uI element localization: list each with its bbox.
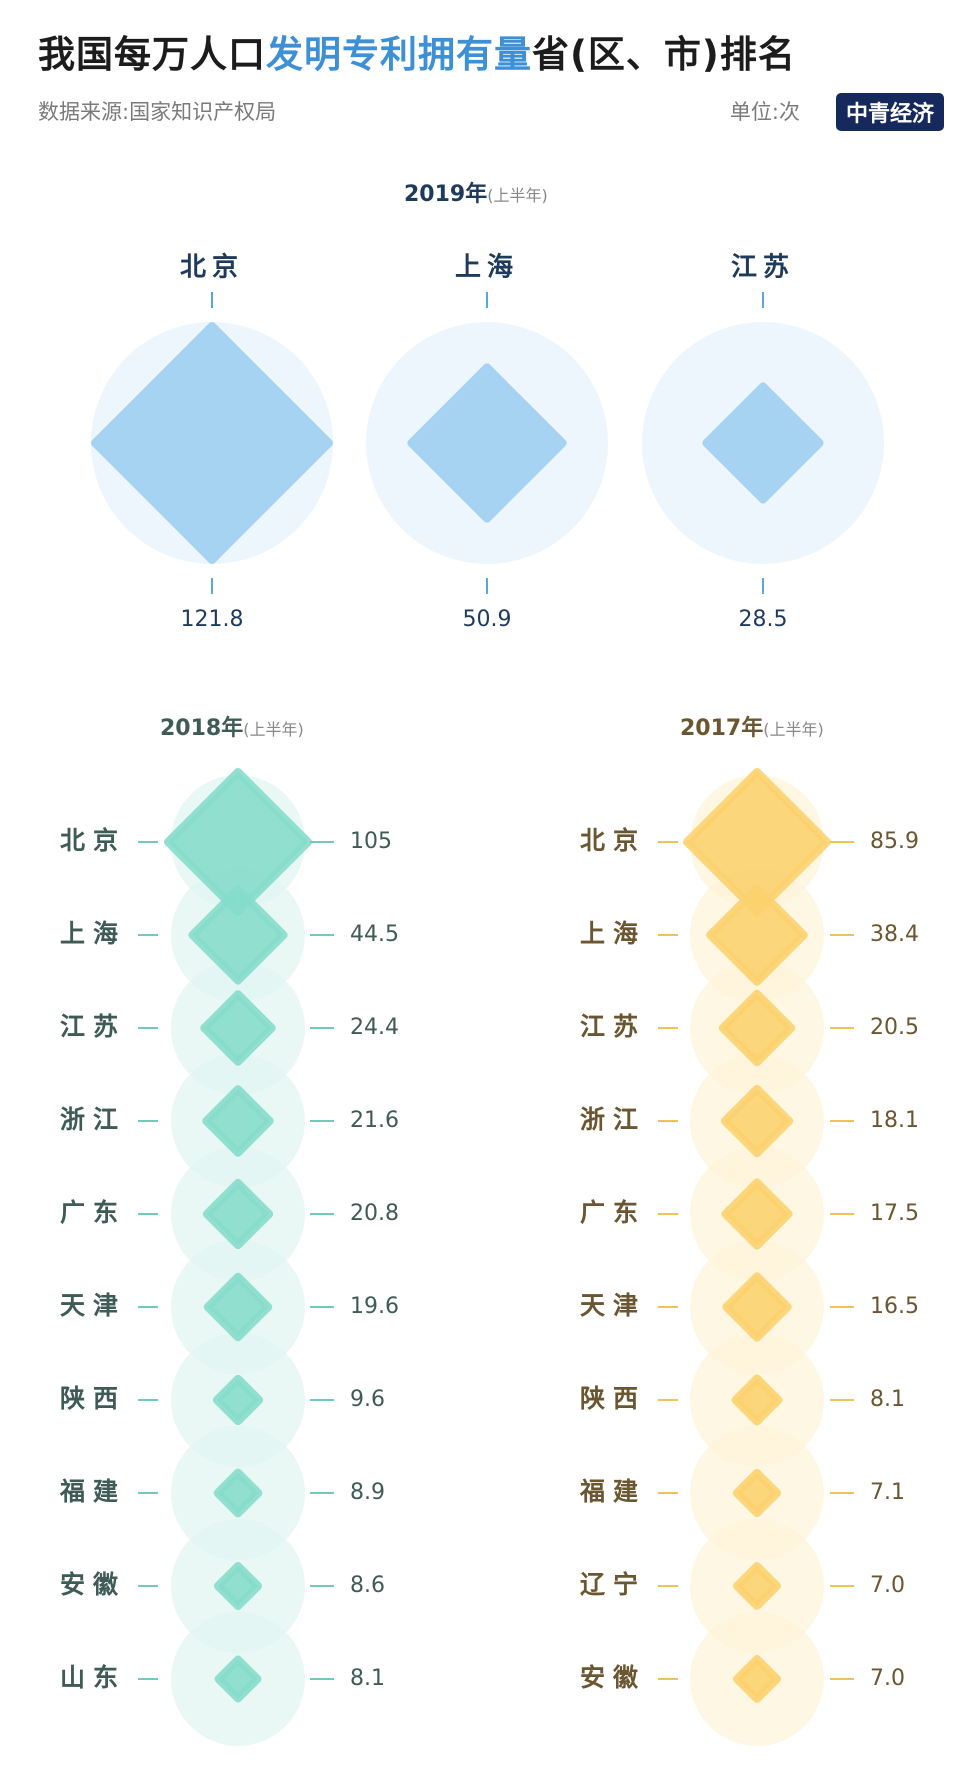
value-label-2018-9: 8.1 xyxy=(350,1666,385,1691)
value-label-2018-3: 21.6 xyxy=(350,1108,399,1133)
diamond-2019-1 xyxy=(407,363,567,523)
value-label-2017-1: 38.4 xyxy=(870,922,919,947)
category-label-2017-2: 江苏 xyxy=(580,1012,646,1041)
diamond-2018-6 xyxy=(212,1374,264,1426)
section-2018-year: 2018年 xyxy=(160,716,244,741)
category-label-2019-0: 北京 xyxy=(180,252,244,283)
category-label-2018-6: 陕西 xyxy=(60,1384,126,1413)
title-part-c: 省(区、市)排名 xyxy=(532,33,796,76)
category-label-2018-1: 上海 xyxy=(60,919,126,948)
value-label-2018-1: 44.5 xyxy=(350,922,399,947)
diamond-2017-1 xyxy=(706,884,808,986)
category-label-2018-2: 江苏 xyxy=(60,1012,126,1041)
section-2017-year: 2017年 xyxy=(680,716,764,741)
diamond-2019-2 xyxy=(702,382,824,504)
value-label-2019-1: 50.9 xyxy=(463,607,512,632)
unit-label: 单位:次 xyxy=(729,100,800,124)
value-label-2018-6: 9.6 xyxy=(350,1387,385,1412)
diamond-2018-1 xyxy=(188,885,288,985)
category-label-2017-3: 浙江 xyxy=(580,1105,646,1134)
diamond-2017-5 xyxy=(722,1272,792,1342)
category-label-2018-0: 北京 xyxy=(60,826,126,855)
diamond-2017-7 xyxy=(732,1468,782,1518)
category-label-2018-8: 安徽 xyxy=(60,1570,126,1599)
diamond-2017-3 xyxy=(720,1084,794,1158)
value-label-2017-4: 17.5 xyxy=(870,1201,919,1226)
value-label-2017-2: 20.5 xyxy=(870,1015,919,1040)
diamond-2017-6 xyxy=(731,1374,783,1426)
diamond-2018-3 xyxy=(202,1085,274,1157)
value-label-2017-5: 16.5 xyxy=(870,1294,919,1319)
value-label-2018-2: 24.4 xyxy=(350,1015,399,1040)
diamond-2019-0 xyxy=(91,322,333,564)
value-label-2018-8: 8.6 xyxy=(350,1573,385,1598)
section-title-2019: 2019年(上半年) xyxy=(404,176,548,208)
page-title: 我国每万人口发明专利拥有量省(区、市)排名 xyxy=(38,24,796,78)
category-label-2017-1: 上海 xyxy=(580,919,646,948)
value-label-2018-5: 19.6 xyxy=(350,1294,399,1319)
category-label-2017-9: 安徽 xyxy=(580,1663,646,1692)
section-2017-subtitle: (上半年) xyxy=(763,720,824,739)
category-label-2017-7: 福建 xyxy=(579,1477,646,1506)
category-label-2017-4: 广东 xyxy=(580,1198,646,1227)
diamond-2018-5 xyxy=(203,1272,273,1342)
diamond-2018-7 xyxy=(213,1468,263,1518)
diamond-2017-4 xyxy=(721,1178,793,1250)
value-label-2018-7: 8.9 xyxy=(350,1480,385,1505)
data-source: 数据来源:国家知识产权局 xyxy=(38,100,277,124)
diamond-2018-4 xyxy=(202,1178,274,1250)
category-label-2017-5: 天津 xyxy=(580,1291,646,1320)
section-title-2018: 2018年(上半年) xyxy=(160,710,304,742)
section-2018-subtitle: (上半年) xyxy=(243,720,304,739)
category-label-2017-0: 北京 xyxy=(580,826,646,855)
value-label-2019-0: 121.8 xyxy=(181,607,244,632)
title-part-a: 我国每万人口 xyxy=(38,33,266,76)
category-label-2018-9: 山东 xyxy=(60,1663,126,1692)
value-label-2018-0: 105 xyxy=(350,829,392,854)
category-label-2019-1: 上海 xyxy=(455,253,519,283)
category-label-2018-7: 福建 xyxy=(59,1477,126,1506)
title-highlight: 发明专利拥有量 xyxy=(266,33,532,76)
category-label-2018-3: 浙江 xyxy=(60,1105,126,1134)
diamond-2017-2 xyxy=(718,989,796,1067)
diamond-2017-9 xyxy=(733,1655,781,1703)
category-label-2017-6: 陕西 xyxy=(580,1384,646,1413)
value-label-2017-7: 7.1 xyxy=(870,1480,905,1505)
category-label-2018-4: 广东 xyxy=(60,1198,126,1227)
brand-logo: 中青经济 xyxy=(835,93,944,131)
value-label-2017-8: 7.0 xyxy=(870,1573,905,1598)
value-label-2017-6: 8.1 xyxy=(870,1387,905,1412)
category-label-2019-2: 江苏 xyxy=(731,253,795,283)
section-2019-subtitle: (上半年) xyxy=(487,186,548,205)
value-label-2017-3: 18.1 xyxy=(870,1108,919,1133)
category-label-2017-8: 辽宁 xyxy=(580,1570,646,1599)
section-title-2017: 2017年(上半年) xyxy=(680,710,824,742)
value-label-2017-0: 85.9 xyxy=(870,829,919,854)
diamond-2018-9 xyxy=(214,1655,262,1703)
value-label-2018-4: 20.8 xyxy=(350,1201,399,1226)
category-label-2018-5: 天津 xyxy=(60,1291,126,1320)
diamond-2018-2 xyxy=(200,990,276,1066)
diamond-2018-8 xyxy=(213,1561,263,1611)
section-2019-year: 2019年 xyxy=(404,182,488,207)
value-label-2019-2: 28.5 xyxy=(739,607,788,632)
diamond-2017-8 xyxy=(733,1562,781,1610)
value-label-2017-9: 7.0 xyxy=(870,1666,905,1691)
